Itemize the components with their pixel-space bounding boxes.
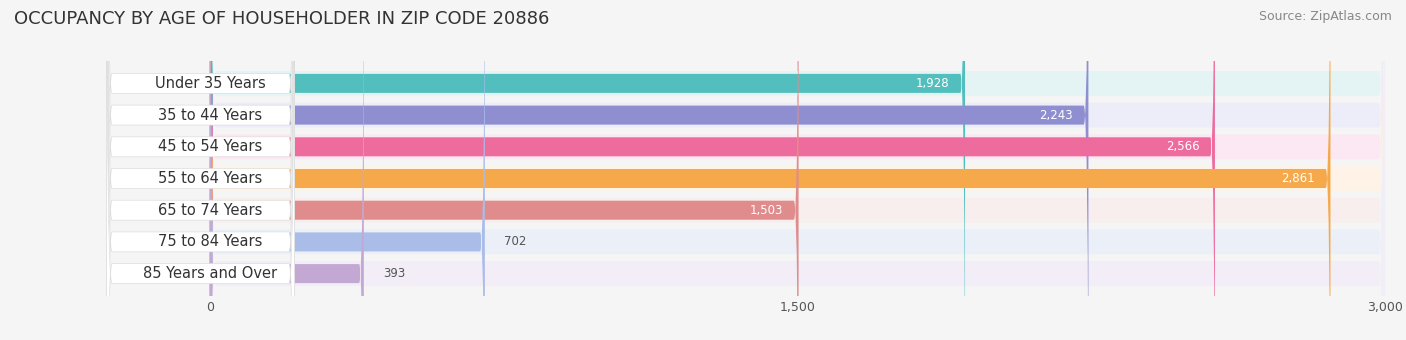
FancyBboxPatch shape — [107, 0, 294, 340]
FancyBboxPatch shape — [209, 0, 1385, 340]
Text: 85 Years and Over: 85 Years and Over — [143, 266, 277, 281]
FancyBboxPatch shape — [209, 0, 1385, 340]
Text: Under 35 Years: Under 35 Years — [155, 76, 266, 91]
FancyBboxPatch shape — [209, 0, 1385, 340]
FancyBboxPatch shape — [209, 0, 965, 340]
Text: Source: ZipAtlas.com: Source: ZipAtlas.com — [1258, 10, 1392, 23]
FancyBboxPatch shape — [209, 0, 1385, 340]
Text: 75 to 84 Years: 75 to 84 Years — [157, 234, 262, 250]
Text: 2,861: 2,861 — [1281, 172, 1315, 185]
Text: 393: 393 — [384, 267, 406, 280]
FancyBboxPatch shape — [107, 0, 294, 340]
FancyBboxPatch shape — [107, 0, 294, 340]
FancyBboxPatch shape — [209, 0, 1215, 340]
FancyBboxPatch shape — [209, 0, 364, 340]
FancyBboxPatch shape — [107, 0, 294, 340]
FancyBboxPatch shape — [107, 0, 294, 340]
Text: 1,928: 1,928 — [915, 77, 949, 90]
FancyBboxPatch shape — [209, 0, 1385, 340]
FancyBboxPatch shape — [209, 0, 1088, 340]
FancyBboxPatch shape — [209, 0, 1385, 340]
Text: 2,566: 2,566 — [1166, 140, 1199, 153]
FancyBboxPatch shape — [209, 0, 799, 340]
Text: OCCUPANCY BY AGE OF HOUSEHOLDER IN ZIP CODE 20886: OCCUPANCY BY AGE OF HOUSEHOLDER IN ZIP C… — [14, 10, 550, 28]
Text: 55 to 64 Years: 55 to 64 Years — [157, 171, 262, 186]
Text: 45 to 54 Years: 45 to 54 Years — [157, 139, 262, 154]
Text: 1,503: 1,503 — [749, 204, 783, 217]
Text: 2,243: 2,243 — [1039, 108, 1073, 122]
FancyBboxPatch shape — [209, 0, 1385, 340]
FancyBboxPatch shape — [107, 0, 294, 340]
FancyBboxPatch shape — [107, 0, 294, 340]
Text: 35 to 44 Years: 35 to 44 Years — [157, 107, 262, 123]
FancyBboxPatch shape — [209, 0, 1330, 340]
Text: 65 to 74 Years: 65 to 74 Years — [157, 203, 262, 218]
FancyBboxPatch shape — [209, 0, 485, 340]
Text: 702: 702 — [505, 235, 527, 249]
